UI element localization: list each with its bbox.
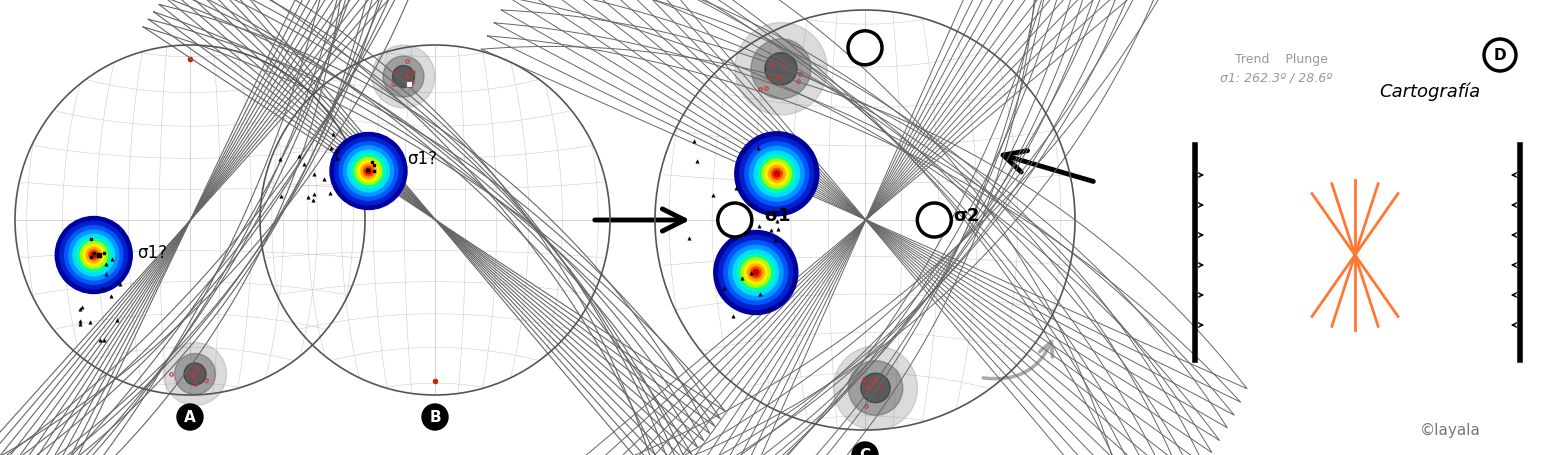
Circle shape xyxy=(361,163,377,179)
Circle shape xyxy=(392,66,414,87)
Circle shape xyxy=(91,253,96,258)
Circle shape xyxy=(56,217,132,293)
Circle shape xyxy=(735,132,818,216)
Circle shape xyxy=(16,45,364,395)
Text: σ1: 262.3º / 28.6º: σ1: 262.3º / 28.6º xyxy=(1220,71,1331,85)
Circle shape xyxy=(1483,39,1516,71)
Circle shape xyxy=(78,238,110,272)
Text: σ2: σ2 xyxy=(953,207,980,225)
Text: Cartografía: Cartografía xyxy=(1380,83,1480,101)
Circle shape xyxy=(81,242,107,268)
Circle shape xyxy=(715,231,798,314)
Circle shape xyxy=(738,254,775,291)
Circle shape xyxy=(163,343,226,405)
Circle shape xyxy=(755,151,800,197)
Circle shape xyxy=(175,354,215,394)
Circle shape xyxy=(753,269,760,275)
Circle shape xyxy=(65,226,122,284)
Circle shape xyxy=(750,39,811,99)
Circle shape xyxy=(766,162,787,185)
Text: A: A xyxy=(184,410,195,425)
Circle shape xyxy=(73,234,115,276)
Text: σ1?: σ1? xyxy=(138,244,167,263)
Circle shape xyxy=(763,159,792,188)
Circle shape xyxy=(339,142,398,200)
Text: σ1?: σ1? xyxy=(408,150,437,168)
Circle shape xyxy=(747,264,764,281)
Circle shape xyxy=(733,250,778,295)
Circle shape xyxy=(764,53,797,85)
Circle shape xyxy=(719,236,792,309)
Circle shape xyxy=(848,31,882,65)
Circle shape xyxy=(741,258,770,287)
Circle shape xyxy=(177,404,203,430)
Circle shape xyxy=(68,230,119,280)
Circle shape xyxy=(184,363,206,385)
Circle shape xyxy=(347,150,389,192)
Circle shape xyxy=(60,221,127,289)
Circle shape xyxy=(750,267,761,278)
Circle shape xyxy=(352,154,386,188)
Circle shape xyxy=(834,346,918,430)
Circle shape xyxy=(735,23,828,115)
Text: D: D xyxy=(1494,47,1507,62)
Circle shape xyxy=(330,132,408,209)
Circle shape xyxy=(724,241,787,304)
Text: Trend    Plunge: Trend Plunge xyxy=(1235,54,1328,66)
Circle shape xyxy=(84,245,104,265)
Text: σ1: σ1 xyxy=(764,207,790,225)
Circle shape xyxy=(918,203,952,237)
Circle shape xyxy=(364,166,374,176)
Circle shape xyxy=(758,155,795,192)
Circle shape xyxy=(335,137,403,205)
Circle shape xyxy=(344,146,394,196)
Circle shape xyxy=(656,10,1076,430)
Circle shape xyxy=(848,361,902,415)
Circle shape xyxy=(260,45,611,395)
Circle shape xyxy=(860,373,890,403)
Text: σ3: σ3 xyxy=(859,0,888,3)
Circle shape xyxy=(88,250,99,260)
Text: ©layala: ©layala xyxy=(1420,423,1480,438)
Circle shape xyxy=(718,203,752,237)
Circle shape xyxy=(422,404,448,430)
Circle shape xyxy=(87,248,101,263)
Circle shape xyxy=(355,157,381,184)
Circle shape xyxy=(739,137,814,211)
Circle shape xyxy=(772,168,783,179)
Text: B: B xyxy=(429,410,440,425)
Circle shape xyxy=(366,168,370,174)
Circle shape xyxy=(358,161,378,182)
Circle shape xyxy=(744,261,767,284)
Text: C: C xyxy=(859,448,871,455)
Circle shape xyxy=(372,45,436,108)
Circle shape xyxy=(853,442,877,455)
Circle shape xyxy=(746,142,809,206)
Circle shape xyxy=(769,166,786,182)
Circle shape xyxy=(728,245,783,300)
Circle shape xyxy=(773,171,780,177)
Circle shape xyxy=(750,147,804,201)
Circle shape xyxy=(383,56,425,97)
